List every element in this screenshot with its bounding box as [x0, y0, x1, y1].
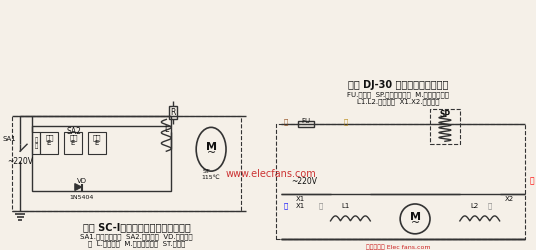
Bar: [169, 106, 177, 120]
Text: E: E: [47, 140, 51, 146]
Text: ST: ST: [202, 169, 210, 174]
Text: 黄: 黄: [343, 118, 347, 125]
Text: 高速: 高速: [46, 134, 54, 140]
Bar: [430, 110, 460, 144]
Text: 点
动: 点 动: [34, 137, 38, 149]
Text: ~: ~: [411, 218, 420, 228]
Text: X2: X2: [505, 196, 514, 202]
Text: M: M: [206, 142, 217, 152]
Bar: [40, 132, 58, 154]
Text: VD: VD: [77, 178, 87, 184]
Polygon shape: [75, 184, 82, 190]
Text: ~220V: ~220V: [7, 157, 33, 166]
Text: 灰: 灰: [318, 203, 323, 209]
Bar: [32, 132, 40, 154]
Text: 新达 SC-Ⅰ型多功能食品加工机电路图: 新达 SC-Ⅰ型多功能食品加工机电路图: [83, 222, 190, 232]
Bar: [12, 116, 241, 211]
Bar: [32, 126, 172, 191]
Bar: [64, 132, 82, 154]
Text: 灰: 灰: [488, 203, 492, 209]
Text: 蓝: 蓝: [284, 203, 288, 209]
Text: R: R: [170, 108, 176, 117]
Text: 棕: 棕: [284, 118, 288, 125]
Text: www.elecfans.com: www.elecfans.com: [226, 169, 316, 179]
Text: FU.熔断器  SP.手动压力开关  M.串激式电动机: FU.熔断器 SP.手动压力开关 M.串激式电动机: [347, 91, 449, 98]
Ellipse shape: [196, 127, 226, 171]
Text: X1: X1: [296, 203, 306, 209]
Text: SA2: SA2: [66, 127, 81, 136]
Text: SA1: SA1: [2, 136, 16, 142]
Text: 中速: 中速: [70, 134, 78, 140]
Text: ~220V: ~220V: [291, 176, 317, 186]
Text: 115℃: 115℃: [202, 174, 220, 180]
Bar: [276, 124, 525, 239]
Bar: [88, 132, 106, 154]
Text: X1: X1: [296, 196, 306, 202]
Text: SA1.压力安全开关  SA2.调速开关  VD.整流二极: SA1.压力安全开关 SA2.调速开关 VD.整流二极: [80, 234, 193, 240]
Text: L1: L1: [341, 203, 349, 209]
Text: 1N5404: 1N5404: [70, 194, 94, 200]
Text: M: M: [410, 212, 421, 222]
Text: E: E: [94, 140, 99, 146]
Bar: [297, 122, 314, 127]
Text: L: L: [164, 125, 168, 134]
Text: SP: SP: [440, 110, 450, 119]
Text: 红: 红: [530, 176, 534, 186]
Text: 管  L.定子继组  M.串激式电动机  ST.温控器: 管 L.定子继组 M.串激式电动机 ST.温控器: [88, 240, 185, 247]
Text: L1.L2.定子继组  X1.X2.接线端子: L1.L2.定子继组 X1.X2.接线端子: [357, 98, 440, 105]
Text: E: E: [71, 140, 75, 146]
Text: 电子发烧友 Elec fans.com: 电子发烧友 Elec fans.com: [366, 244, 430, 250]
Text: 得乐 DJ-30 型电动榨汁机电路图: 得乐 DJ-30 型电动榨汁机电路图: [348, 80, 448, 90]
Text: FU: FU: [301, 118, 310, 124]
Text: 低速: 低速: [92, 134, 101, 140]
Text: ~: ~: [206, 148, 215, 158]
Circle shape: [400, 204, 430, 234]
Text: L2: L2: [471, 203, 479, 209]
